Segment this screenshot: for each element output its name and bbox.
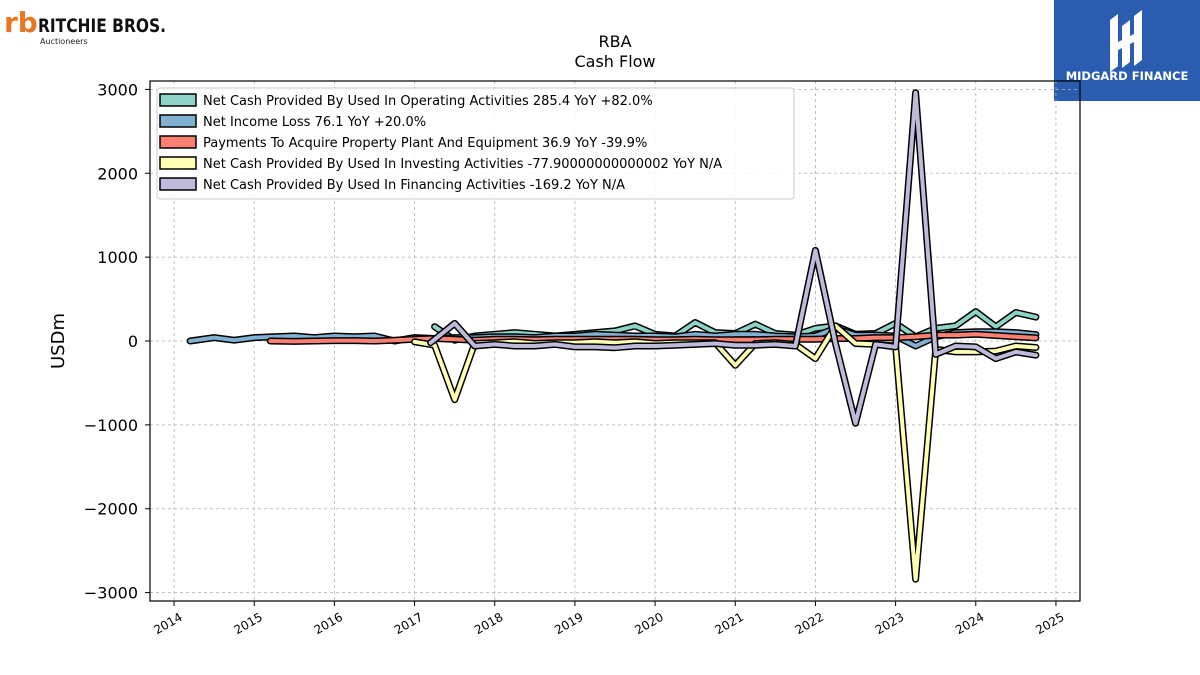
x-tick-label: 2024 [953,610,986,637]
company-logo-name: RITCHIE BROS. [38,15,166,37]
x-tick-label: 2022 [793,610,826,637]
legend-swatch [159,156,197,170]
legend-label: Net Cash Provided By Used In Financing A… [203,178,625,193]
chart-title: RBA [598,32,632,51]
legend-label: Net Income Loss 76.1 YoY +20.0% [203,115,426,130]
x-tick-label: 2025 [1033,610,1066,637]
midgard-finance-logo: MIDGARD FINANCE [1054,0,1200,101]
ritchie-bros-logo: rb RITCHIE BROS. Auctioneers [4,4,204,48]
series-line [412,323,1038,582]
legend-box [156,87,795,200]
y-tick-label: 0 [128,332,138,351]
x-tick-label: 2020 [632,610,665,637]
series-outline [411,322,1040,583]
x-tick-label: 2021 [713,610,746,637]
series-line [268,332,1038,344]
legend-swatch [159,114,197,128]
y-tick-label: 3000 [97,80,138,99]
legend-swatch [159,177,197,191]
x-tick-label: 2017 [392,610,425,637]
x-tick-label: 2018 [472,610,505,637]
company-logo-mark: rb [4,6,38,39]
chart-subtitle: Cash Flow [574,52,656,71]
y-tick-label: −1000 [84,416,138,435]
legend-label: Net Cash Provided By Used In Investing A… [203,157,722,172]
series-line [428,90,1038,426]
x-tick-label: 2019 [552,610,585,637]
legend: Net Cash Provided By Used In Operating A… [156,87,795,200]
legend-label: Net Cash Provided By Used In Operating A… [203,94,653,109]
y-tick-label: 2000 [97,164,138,183]
x-tick-label: 2015 [231,610,264,637]
y-tick-label: 1000 [97,248,138,267]
y-tick-label: −3000 [84,584,138,603]
x-tick-label: 2014 [151,610,184,637]
chart-title-block: RBA Cash Flow [415,32,815,72]
y-tick-label: −2000 [84,500,138,519]
series-lines [186,89,1040,583]
brand-logo-name: MIDGARD FINANCE [1066,69,1189,83]
legend-swatch [159,135,197,149]
x-tick-label: 2023 [873,610,906,637]
y-axis-label: USDm [48,313,69,369]
company-logo-subtitle: Auctioneers [40,37,88,46]
x-tick-label: 2016 [312,610,345,637]
legend-swatch [159,93,197,107]
legend-label: Payments To Acquire Property Plant And E… [203,136,647,151]
